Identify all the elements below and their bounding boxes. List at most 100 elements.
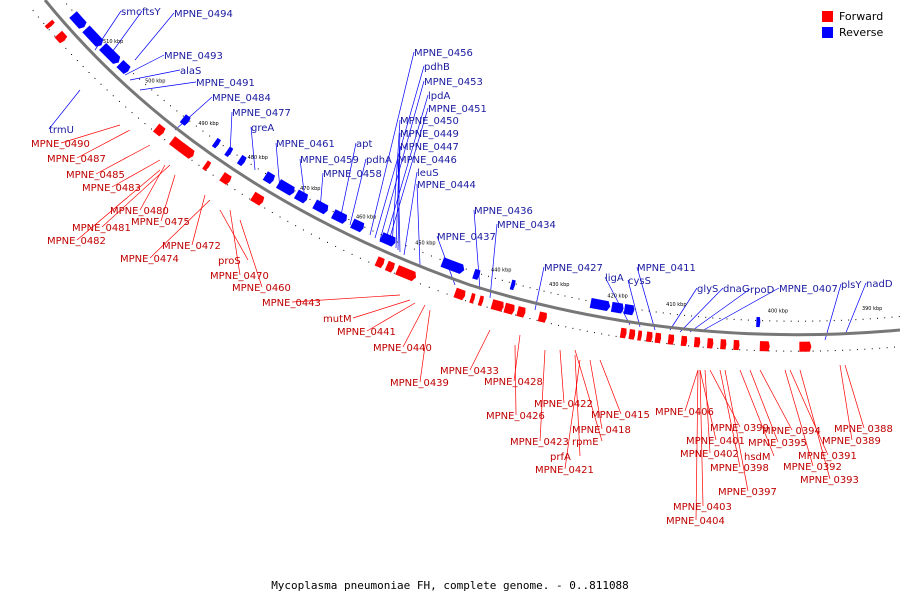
track-dot [439, 258, 441, 260]
track-dot [826, 320, 828, 322]
reverse-gene-label: MPNE_0436 [474, 206, 533, 217]
forward-gene-label: MPNE_0399 [710, 423, 769, 434]
reverse-connector [679, 287, 724, 333]
forward-connector [366, 302, 416, 332]
forward-connector [513, 334, 521, 382]
track-dot [257, 168, 259, 170]
reverse-gene [275, 179, 295, 196]
forward-connector [514, 344, 517, 416]
forward-gene-label: prfA [550, 452, 571, 463]
reverse-gene-label: rpoD [750, 285, 775, 296]
track-dot [536, 288, 538, 290]
forward-gene [453, 287, 466, 301]
track-dot [487, 275, 489, 277]
tick-label: 470 kbp [300, 186, 320, 192]
reverse-gene [224, 146, 234, 158]
forward-gene [477, 295, 484, 307]
track-dot [662, 312, 664, 314]
reverse-connector [636, 266, 656, 331]
track-dot [380, 234, 382, 236]
track-dot [182, 115, 184, 117]
reverse-swatch [822, 26, 833, 38]
track-dot [571, 297, 573, 299]
track-dot [71, 9, 73, 11]
track-dot [133, 73, 135, 75]
forward-gene [490, 299, 504, 312]
forward-connector [559, 349, 565, 404]
track-dot [529, 318, 531, 320]
track-dot [88, 72, 90, 74]
reverse-gene-label: ftsY [142, 7, 161, 18]
track-dot [702, 346, 704, 348]
forward-gene-label: MPNE_0439 [390, 378, 449, 389]
reverse-gene-label: MPNE_0427 [544, 263, 603, 274]
reverse-gene-label: MPNE_0477 [232, 108, 291, 119]
track-dot [222, 145, 224, 147]
track-dot [332, 211, 334, 213]
forward-gene-label: MPNE_0403 [673, 502, 732, 513]
track-dot [891, 316, 893, 318]
forward-gene-label: MPNE_0401 [686, 436, 745, 447]
forward-gene-label: MPNE_0428 [484, 377, 543, 388]
reverse-connector [403, 171, 418, 256]
track-dot [234, 189, 236, 191]
track-dot [790, 350, 792, 352]
track-dot [437, 290, 439, 292]
tick-label: 480 kbp [248, 155, 268, 161]
track-dot [608, 334, 610, 336]
reverse-gene-label: alaS [180, 66, 201, 77]
reverse-connector [109, 10, 143, 56]
track-dot [481, 273, 483, 275]
reverse-gene [211, 137, 221, 149]
forward-gene [503, 302, 515, 315]
track-dot [326, 241, 328, 243]
reverse-gene [623, 304, 635, 316]
forward-connector [695, 369, 699, 521]
track-dot [302, 229, 304, 231]
track-dot [673, 343, 675, 345]
forward-connector [291, 294, 401, 303]
reverse-gene [99, 42, 121, 64]
reverse-gene-label: MPNE_0446 [398, 155, 457, 166]
reverse-gene [179, 114, 191, 126]
track-dot [848, 319, 850, 321]
track-dot [812, 320, 814, 322]
reverse-gene-label: greA [251, 123, 274, 134]
forward-gene-label: MPNE_0487 [47, 154, 106, 165]
forward-gene-label: MPNE_0397 [718, 487, 777, 498]
legend-reverse-label: Reverse [839, 25, 884, 39]
reverse-gene-label: pdhA [366, 155, 392, 166]
forward-connector [704, 369, 711, 454]
track-dot [550, 323, 552, 325]
connector-lines [48, 10, 867, 521]
track-dot [428, 286, 430, 288]
forward-connector [564, 359, 581, 470]
tick-label: 490 kbp [198, 121, 218, 127]
track-dot [871, 348, 873, 350]
track-dot [446, 293, 448, 295]
forward-connector [574, 354, 581, 457]
track-dot [862, 318, 864, 320]
forward-connector [599, 359, 622, 415]
track-dot [163, 100, 165, 102]
track-dot [894, 346, 896, 348]
track-dot [719, 317, 721, 319]
forward-gene [54, 30, 68, 44]
track-dot [864, 348, 866, 350]
reverse-gene-label: MPNE_0444 [417, 180, 476, 191]
track-dot [48, 29, 50, 31]
forward-gene [720, 339, 727, 350]
track-dot [834, 350, 836, 352]
forward-swatch [822, 10, 833, 22]
track-dot [849, 349, 851, 351]
track-dot [164, 139, 166, 141]
track-dot [309, 198, 311, 200]
reverse-connector [134, 12, 175, 61]
track-dot [805, 320, 807, 322]
track-dot [250, 163, 252, 165]
track-dot [884, 317, 886, 319]
track-dot [279, 216, 281, 218]
track-dot [775, 350, 777, 352]
track-dot [335, 245, 337, 247]
forward-gene-label: MPNE_0391 [798, 451, 857, 462]
